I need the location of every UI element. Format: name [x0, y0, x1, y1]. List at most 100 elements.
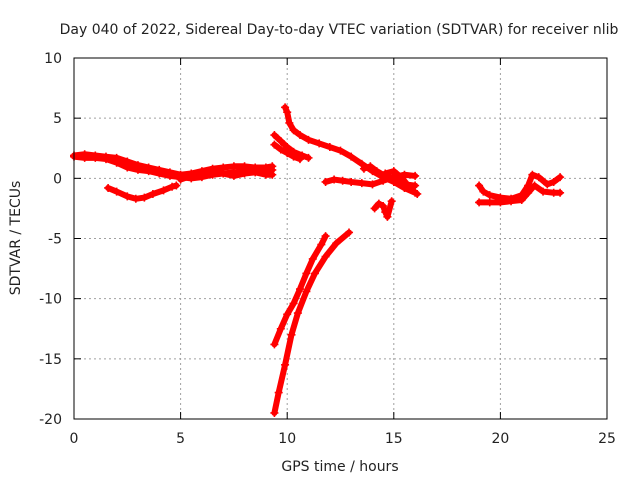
x-tick-label: 15	[385, 431, 403, 447]
data-point	[308, 254, 317, 263]
data-point	[165, 171, 174, 180]
data-point	[251, 168, 260, 177]
x-tick-label: 0	[70, 431, 79, 447]
y-tick-label: -5	[48, 232, 62, 248]
series-trace	[271, 229, 353, 416]
data-point	[295, 285, 304, 294]
data-series	[70, 103, 565, 417]
data-point	[370, 204, 379, 213]
series-arc-14	[475, 181, 565, 207]
data-point	[379, 202, 388, 211]
x-tick-label: 20	[491, 431, 509, 447]
y-tick-label: 10	[44, 51, 62, 67]
data-point	[148, 189, 157, 198]
data-point	[543, 180, 552, 189]
y-tick-label: 0	[53, 171, 62, 187]
series-trace	[177, 168, 276, 183]
data-point	[268, 170, 277, 179]
data-point	[295, 131, 304, 140]
series-arc-6	[270, 131, 313, 162]
series-arc-15	[475, 170, 565, 203]
data-point	[411, 171, 420, 180]
data-point	[347, 177, 356, 186]
data-point	[317, 240, 326, 249]
series-arc-11	[370, 197, 396, 221]
data-point	[539, 187, 548, 196]
data-point	[321, 252, 330, 261]
data-point	[281, 103, 290, 112]
data-point	[345, 228, 354, 237]
data-point	[283, 108, 292, 117]
data-point	[285, 118, 294, 127]
x-axis-label: GPS time / hours	[281, 459, 398, 475]
data-point	[357, 179, 366, 188]
data-point	[112, 187, 121, 196]
data-point	[283, 149, 292, 158]
data-point	[359, 164, 368, 173]
y-tick-labels: -20 -15 -10 -5 0 5 10	[39, 51, 62, 428]
data-point	[270, 140, 279, 149]
data-point	[475, 198, 484, 207]
data-point	[398, 174, 407, 183]
data-point	[289, 152, 298, 161]
data-point	[295, 155, 304, 164]
data-point	[485, 191, 494, 200]
data-point	[366, 162, 375, 171]
data-point	[229, 171, 238, 180]
data-point	[101, 155, 110, 164]
data-point	[310, 269, 319, 278]
data-point	[270, 340, 279, 349]
x-tick-label: 5	[176, 431, 185, 447]
data-point	[123, 163, 132, 172]
series-arc-10	[381, 167, 422, 198]
data-point	[289, 299, 298, 308]
data-point	[330, 175, 339, 184]
data-point	[406, 185, 415, 194]
data-point	[123, 192, 132, 201]
data-point	[325, 143, 334, 152]
data-point	[176, 175, 185, 184]
data-point	[187, 171, 196, 180]
x-tick-label: 25	[598, 431, 616, 447]
data-point	[172, 181, 181, 190]
series-arc-3	[176, 167, 277, 184]
data-point	[321, 177, 330, 186]
data-point	[524, 181, 533, 190]
data-point	[496, 193, 505, 202]
data-point	[80, 153, 89, 162]
data-point	[528, 170, 537, 179]
series-arc-7	[270, 140, 304, 164]
data-point	[302, 269, 311, 278]
data-point	[368, 180, 377, 189]
data-point	[140, 193, 149, 202]
data-point	[372, 167, 381, 176]
series-arc-4	[104, 181, 181, 203]
x-tick-labels: 0 5 10 15 20 25	[70, 431, 616, 447]
data-point	[219, 169, 228, 178]
data-point	[159, 186, 168, 195]
data-point	[381, 169, 390, 178]
data-point	[411, 181, 420, 190]
data-point	[475, 181, 484, 190]
data-point	[293, 309, 302, 318]
data-point	[133, 165, 142, 174]
data-point	[274, 388, 283, 397]
data-point	[389, 167, 398, 176]
data-point	[304, 153, 313, 162]
y-tick-label: -15	[39, 352, 62, 368]
data-point	[374, 199, 383, 208]
data-point	[389, 175, 398, 184]
data-point	[155, 169, 164, 178]
data-point	[276, 145, 285, 154]
y-tick-label: -20	[39, 412, 62, 428]
data-point	[485, 198, 494, 207]
data-point	[549, 177, 558, 186]
data-point	[304, 135, 313, 144]
data-point	[556, 188, 565, 197]
data-point	[270, 131, 279, 140]
data-point	[283, 310, 292, 319]
y-tick-label: 5	[53, 111, 62, 127]
data-point	[289, 126, 298, 135]
data-point	[517, 191, 526, 200]
data-point	[270, 408, 279, 417]
